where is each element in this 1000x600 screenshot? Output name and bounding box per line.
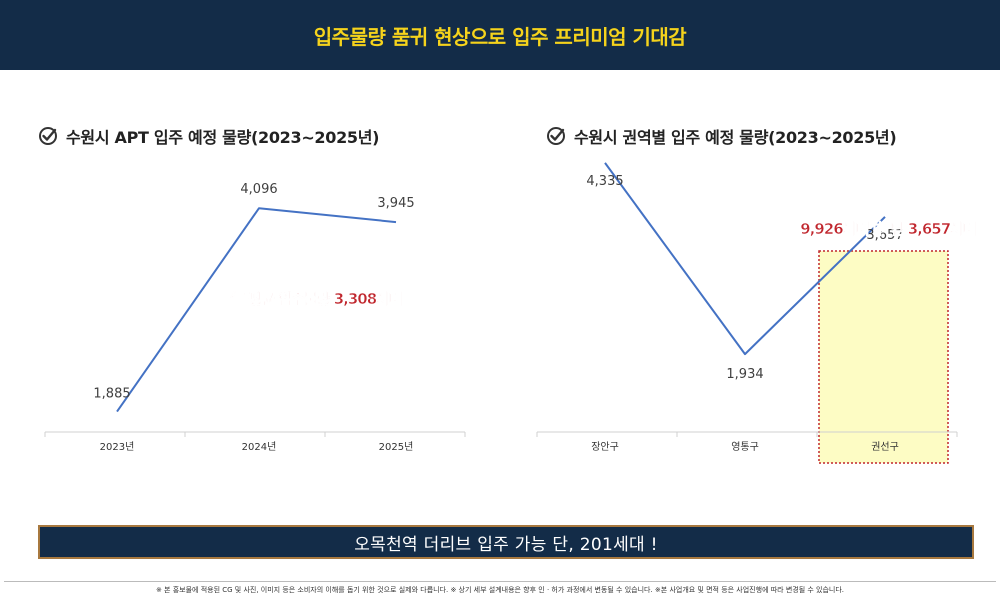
- page-header: 입주물량 품귀 현상으로 입주 프리미엄 기대감: [0, 0, 1000, 70]
- x-tick-label: 2023년: [100, 441, 135, 453]
- data-label: 1,885: [93, 387, 130, 402]
- chart-title-citywide: 수원시 APT 입주 예정 물량(2023~2025년): [38, 124, 380, 148]
- annotation-text: 年 평균 입주물량 3,308세대: [230, 290, 402, 308]
- check-circle-icon: [547, 127, 565, 145]
- x-tick-label: 권선구: [871, 441, 899, 453]
- data-label: 1,934: [726, 367, 763, 382]
- footer-divider: [4, 581, 996, 582]
- annotation-text: 9,926세대 中 단 3,657세대: [800, 220, 976, 238]
- data-label: 4,096: [240, 182, 277, 197]
- chart-title-district: 수원시 권역별 입주 예정 물량(2023~2025년): [546, 124, 897, 148]
- footer-disclaimer: ※ 본 홍보물에 적용된 CG 및 사진, 이미지 등은 소비자의 이해를 돕기…: [155, 586, 845, 594]
- highlight-box: [818, 250, 949, 464]
- data-label: 3,657: [866, 228, 903, 243]
- x-tick-label: 2025년: [379, 441, 414, 453]
- banner-text: 오목천역 더리브 입주 가능 단, 201세대 !: [354, 534, 658, 555]
- x-tick-label: 영통구: [731, 441, 759, 453]
- series-line: [604, 162, 886, 356]
- chart-title-text: 수원시 권역별 입주 예정 물량(2023~2025년): [574, 128, 897, 147]
- x-tick-label: 장안구: [591, 441, 619, 453]
- chart-title-text: 수원시 APT 입주 예정 물량(2023~2025년): [66, 128, 380, 147]
- check-circle-icon: [39, 127, 57, 145]
- x-tick-label: 2024년: [242, 441, 277, 453]
- page-title: 입주물량 품귀 현상으로 입주 프리미엄 기대감: [313, 24, 687, 49]
- data-label: 4,335: [586, 174, 623, 189]
- series-line: [116, 207, 397, 413]
- bottom-banner: 오목천역 더리브 입주 가능 단, 201세대 !: [38, 525, 974, 559]
- data-label: 3,945: [377, 196, 414, 211]
